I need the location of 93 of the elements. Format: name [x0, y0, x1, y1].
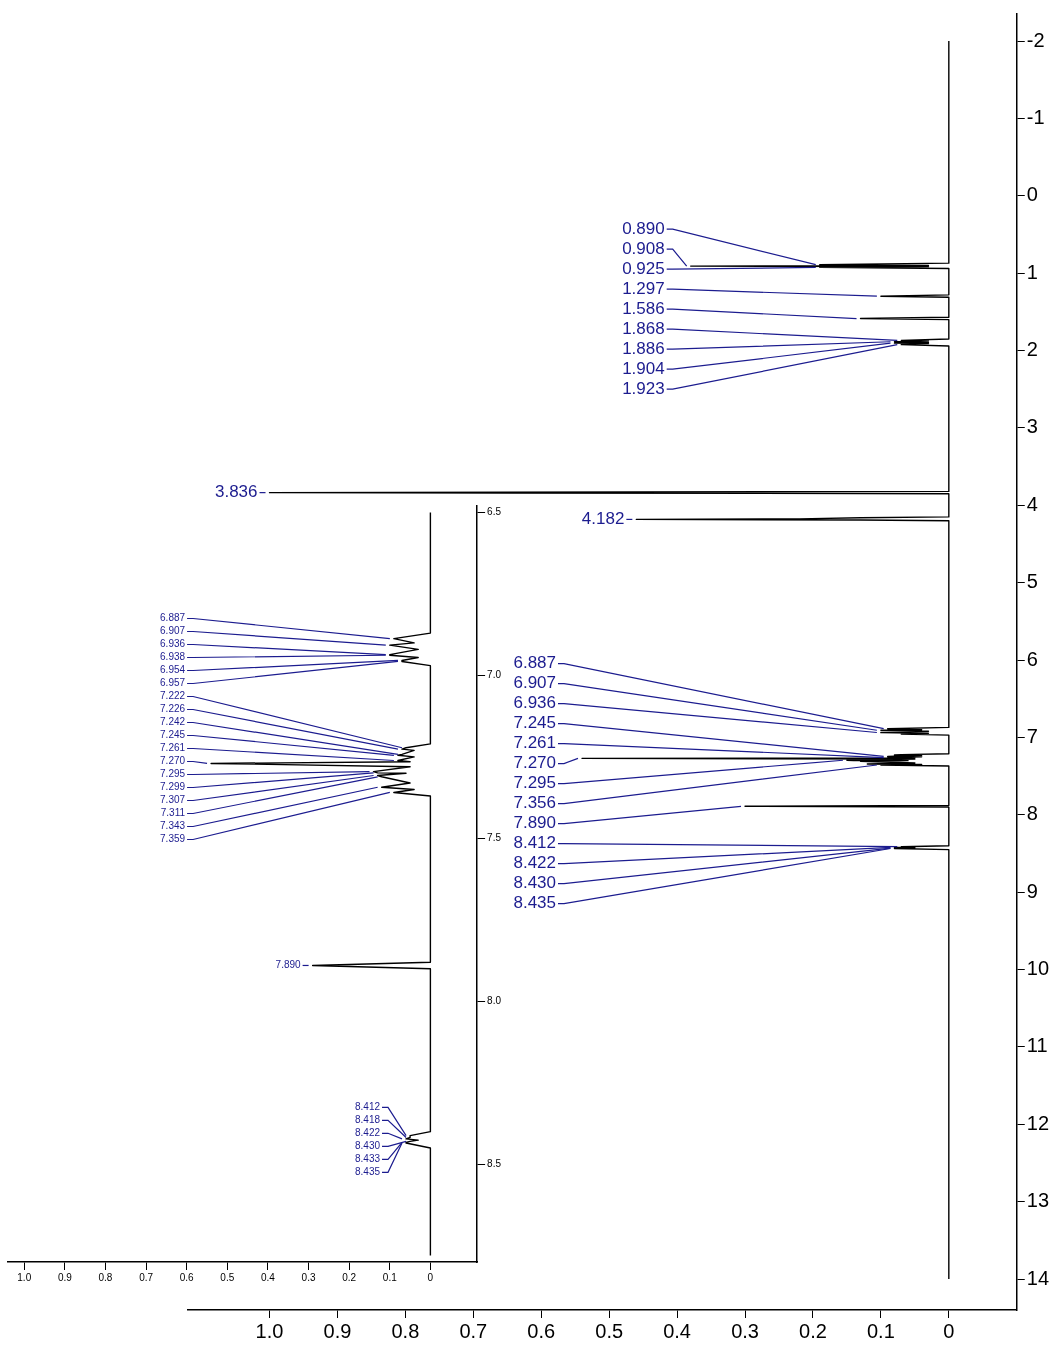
x-tick-label: 0 [427, 1271, 434, 1283]
y-tick-label: 8.5 [487, 1157, 502, 1169]
annotation: 7.890 [513, 813, 556, 833]
annotation: 0.925 [622, 258, 665, 278]
annotation: 6.907 [160, 625, 186, 637]
y-tick-label: 8.0 [487, 995, 502, 1007]
annotation: 8.422 [513, 853, 556, 873]
annotation: 6.957 [160, 677, 186, 689]
annotation: 6.938 [160, 651, 186, 663]
annotation: 0.908 [622, 238, 665, 258]
annotation: 7.295 [160, 768, 186, 780]
y-tick-label: 10 [1026, 957, 1049, 980]
annotation: 6.887 [160, 612, 186, 624]
y-tick-label: 5 [1026, 570, 1038, 593]
x-tick-label: 0.8 [98, 1271, 113, 1283]
y-tick-label: 8 [1026, 802, 1038, 825]
y-tick-label: 7.0 [487, 669, 502, 681]
x-tick-label: 1.0 [255, 1319, 284, 1342]
annotation: 8.412 [354, 1101, 381, 1113]
x-tick-label: 0.7 [459, 1319, 488, 1342]
x-tick-label: 0.3 [731, 1319, 759, 1342]
annotation: 8.418 [354, 1114, 381, 1126]
x-tick-label: 0.6 [179, 1271, 195, 1283]
annotation: 7.242 [160, 716, 186, 728]
x-tick-label: 0.1 [382, 1271, 398, 1283]
annotation: 1.886 [622, 338, 665, 358]
annotation: 7.245 [513, 713, 556, 733]
annotation: 8.435 [513, 893, 556, 913]
y-tick-label: 3 [1026, 415, 1038, 438]
y-tick-label: 4 [1026, 492, 1038, 515]
x-tick-label: 0.9 [57, 1271, 73, 1283]
y-tick-label: 6.5 [487, 506, 502, 518]
annotation: 7.890 [275, 959, 302, 971]
annotation: 7.299 [160, 781, 186, 793]
annotation: 8.435 [354, 1166, 381, 1178]
y-tick-label: 2 [1026, 338, 1038, 361]
annotation: 1.868 [622, 318, 665, 338]
annotation: 7.311 [160, 807, 186, 819]
annotation: 7.270 [160, 755, 186, 767]
x-tick-label: 0.5 [220, 1271, 235, 1283]
annotation: 7.356 [513, 793, 556, 813]
y-tick-label: 9 [1026, 879, 1038, 902]
y-tick-label: 1 [1026, 260, 1038, 283]
y-tick-label: 7.5 [487, 832, 502, 844]
y-tick-label: 11 [1026, 1034, 1048, 1057]
y-tick-label: 6 [1026, 647, 1038, 670]
annotation: 8.430 [513, 873, 556, 893]
y-tick-label: 0 [1026, 183, 1038, 206]
annotation: 3.836 [214, 482, 258, 502]
annotation: 7.226 [160, 703, 186, 715]
y-tick-label: 7 [1026, 724, 1038, 747]
annotation: 8.430 [354, 1140, 381, 1152]
annotation: 0.890 [622, 218, 665, 238]
annotation: 7.307 [160, 794, 186, 806]
x-tick-label: 0.7 [139, 1271, 154, 1283]
annotation: 7.270 [513, 753, 556, 773]
annotation: 1.904 [622, 358, 665, 378]
x-tick-label: 0.2 [342, 1271, 357, 1283]
y-tick-label: -2 [1026, 28, 1045, 51]
annotation: 7.245 [160, 729, 186, 741]
annotation: 8.433 [354, 1153, 381, 1165]
x-tick-label: 1.0 [17, 1271, 32, 1283]
annotation: 6.907 [513, 673, 556, 693]
x-tick-label: 0.6 [527, 1319, 556, 1342]
x-tick-label: 0.5 [595, 1319, 624, 1342]
annotation: 1.297 [622, 278, 665, 298]
annotation: 6.954 [160, 664, 186, 676]
x-tick-label: 0.8 [391, 1319, 420, 1342]
annotation: 8.412 [513, 833, 556, 853]
x-tick-label: 0.4 [663, 1319, 692, 1342]
annotation: 6.936 [513, 693, 556, 713]
annotation: 6.936 [160, 638, 186, 650]
y-tick-label: 14 [1026, 1266, 1049, 1289]
annotation: 7.222 [160, 690, 186, 702]
annotation: 4.182 [581, 509, 625, 529]
x-tick-label: 0.3 [301, 1271, 316, 1283]
annotation: 1.586 [622, 298, 665, 318]
x-tick-label: 0.2 [799, 1319, 827, 1342]
annotation: 7.261 [513, 733, 556, 753]
annotation: 6.887 [513, 653, 556, 673]
annotation: 7.343 [160, 820, 186, 832]
annotation: 7.295 [513, 773, 556, 793]
x-tick-label: 0.1 [866, 1319, 895, 1342]
annotation: 7.359 [160, 833, 186, 845]
y-tick-label: 13 [1026, 1189, 1049, 1212]
x-tick-label: 0.4 [260, 1271, 276, 1283]
x-tick-label: 0 [943, 1319, 955, 1342]
y-tick-label: 12 [1026, 1111, 1049, 1134]
y-tick-label: -1 [1026, 105, 1045, 128]
annotation: 8.422 [354, 1127, 381, 1139]
annotation: 7.261 [160, 742, 186, 754]
x-tick-label: 0.9 [323, 1319, 352, 1342]
annotation: 1.923 [622, 378, 665, 398]
